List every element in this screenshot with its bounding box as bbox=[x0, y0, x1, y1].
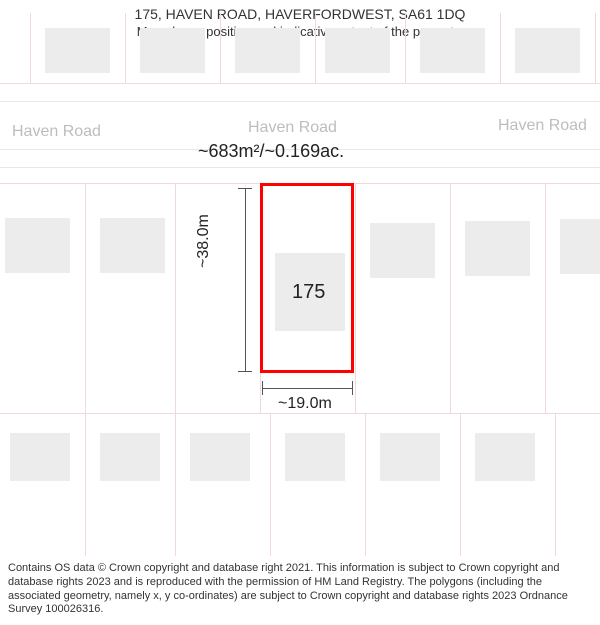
plot-boundary bbox=[450, 183, 451, 413]
building-footprint bbox=[475, 433, 535, 481]
building-footprint bbox=[140, 28, 205, 73]
plot-boundary bbox=[355, 183, 356, 413]
plot-boundary bbox=[0, 413, 600, 414]
plot-boundary bbox=[500, 13, 501, 83]
building-footprint bbox=[285, 433, 345, 481]
copyright-footer: Contains OS data © Crown copyright and d… bbox=[0, 556, 600, 625]
dimension-label-horizontal: ~19.0m bbox=[278, 395, 332, 413]
building-footprint bbox=[465, 221, 530, 276]
building-footprint bbox=[370, 223, 435, 278]
building-footprint bbox=[380, 433, 440, 481]
plot-boundary bbox=[545, 183, 546, 413]
dimension-line-vertical bbox=[245, 188, 246, 371]
property-map: Haven Road Haven Road Haven Road ~683m²/~0.… bbox=[0, 43, 600, 553]
road-edge-line bbox=[0, 167, 600, 168]
dimension-tick bbox=[238, 188, 252, 189]
plot-boundary bbox=[405, 13, 406, 83]
building-footprint bbox=[45, 28, 110, 73]
dimension-tick bbox=[238, 371, 252, 372]
plot-boundary bbox=[85, 183, 86, 413]
building-footprint bbox=[560, 219, 600, 274]
plot-boundary bbox=[220, 13, 221, 83]
area-label: ~683m²/~0.169ac. bbox=[198, 141, 344, 162]
page-title: 175, HAVEN ROAD, HAVERFORDWEST, SA61 1DQ bbox=[0, 0, 600, 24]
plot-boundary bbox=[315, 13, 316, 83]
plot-boundary bbox=[30, 13, 31, 83]
building-footprint bbox=[190, 433, 250, 481]
road-name-label: Haven Road bbox=[498, 117, 587, 135]
plot-boundary bbox=[595, 13, 596, 83]
property-highlight bbox=[260, 183, 354, 373]
building-footprint bbox=[325, 28, 390, 73]
road-name-label: Haven Road bbox=[12, 123, 101, 141]
road-edge-line bbox=[0, 101, 600, 102]
building-footprint bbox=[515, 28, 580, 73]
dimension-tick bbox=[352, 381, 353, 395]
plot-boundary bbox=[175, 183, 176, 413]
dimension-label-vertical: ~38.0m bbox=[195, 214, 213, 268]
plot-boundary bbox=[0, 83, 600, 84]
building-footprint bbox=[10, 433, 70, 481]
road-name-label: Haven Road bbox=[248, 119, 337, 137]
building-footprint bbox=[100, 218, 165, 273]
dimension-tick bbox=[262, 381, 263, 395]
building-footprint bbox=[235, 28, 300, 73]
house-number-label: 175 bbox=[292, 281, 325, 304]
building-footprint bbox=[420, 28, 485, 73]
building-footprint bbox=[5, 218, 70, 273]
building-footprint bbox=[100, 433, 160, 481]
plot-boundary bbox=[125, 13, 126, 83]
dimension-line-horizontal bbox=[262, 388, 352, 389]
